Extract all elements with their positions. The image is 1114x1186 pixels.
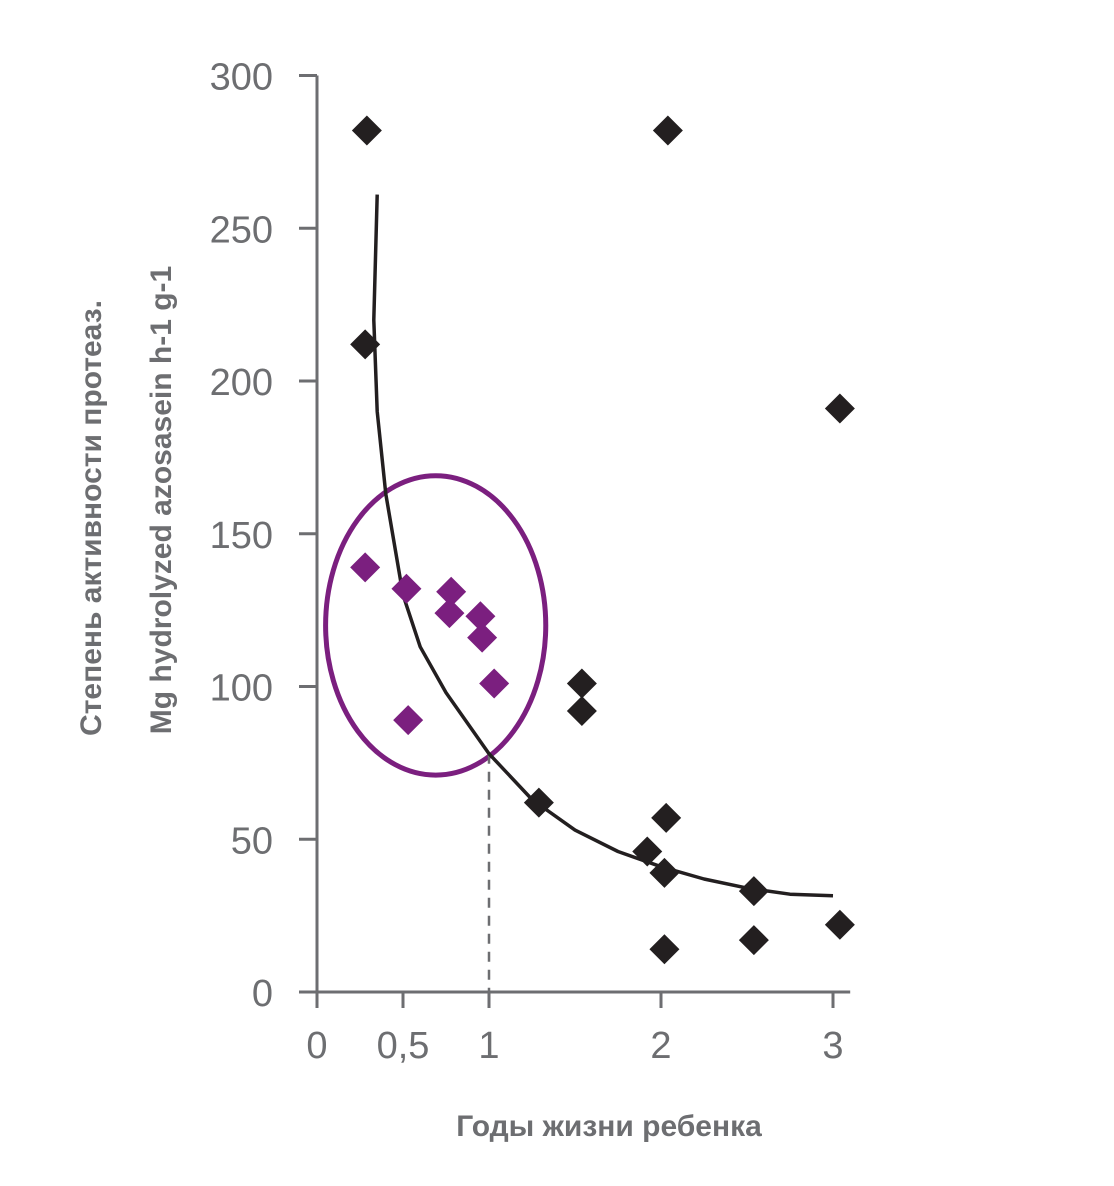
highlight-ellipse <box>323 473 549 778</box>
data-point-black <box>632 836 663 867</box>
y-tick-label: 50 <box>231 820 273 862</box>
points-layer <box>350 115 855 965</box>
y-axis-title-units: Mg hydrolyzed azosasein h-1 g-1 <box>145 266 178 734</box>
data-point-purple <box>436 576 467 607</box>
ticks-layer: 0 50 100 150 200 250 300 0 0,5 1 2 3 <box>210 57 844 1068</box>
data-point-purple <box>479 668 510 699</box>
data-point-black <box>350 329 381 360</box>
trend-curve-layer <box>372 194 834 898</box>
x-tick-label: 0 <box>306 1025 327 1067</box>
y-tick-label: 0 <box>252 973 273 1015</box>
data-point-black <box>738 876 769 907</box>
y-tick-label: 150 <box>210 515 273 557</box>
data-point-black <box>351 115 382 146</box>
data-point-purple <box>350 552 381 583</box>
data-point-black <box>566 695 597 726</box>
highlight-layer <box>323 473 549 778</box>
data-point-black <box>824 909 855 940</box>
data-point-black <box>824 393 855 424</box>
y-tick-label: 200 <box>210 362 273 404</box>
data-point-black <box>651 802 682 833</box>
data-point-purple <box>434 598 465 629</box>
data-point-purple <box>465 601 496 632</box>
trend-curve <box>372 194 834 898</box>
data-point-purple <box>467 622 498 653</box>
data-point-black <box>566 668 597 699</box>
data-point-black <box>738 925 769 956</box>
y-tick-label: 300 <box>210 57 273 99</box>
x-tick-label: 3 <box>822 1025 843 1067</box>
data-point-purple <box>393 705 424 736</box>
data-point-black <box>652 115 683 146</box>
x-tick-label: 0,5 <box>377 1025 430 1067</box>
x-tick-label: 1 <box>478 1025 499 1067</box>
x-tick-label: 2 <box>650 1025 671 1067</box>
data-point-black <box>523 787 554 818</box>
y-axis-title: Степень активности протеаз. <box>75 300 108 736</box>
y-tick-label: 250 <box>210 209 273 251</box>
data-point-black <box>649 934 680 965</box>
y-tick-label: 100 <box>210 668 273 710</box>
data-point-purple <box>391 573 422 604</box>
data-point-black <box>649 857 680 888</box>
axes <box>315 75 851 994</box>
x-axis-title: Годы жизни ребенка <box>456 1110 762 1143</box>
